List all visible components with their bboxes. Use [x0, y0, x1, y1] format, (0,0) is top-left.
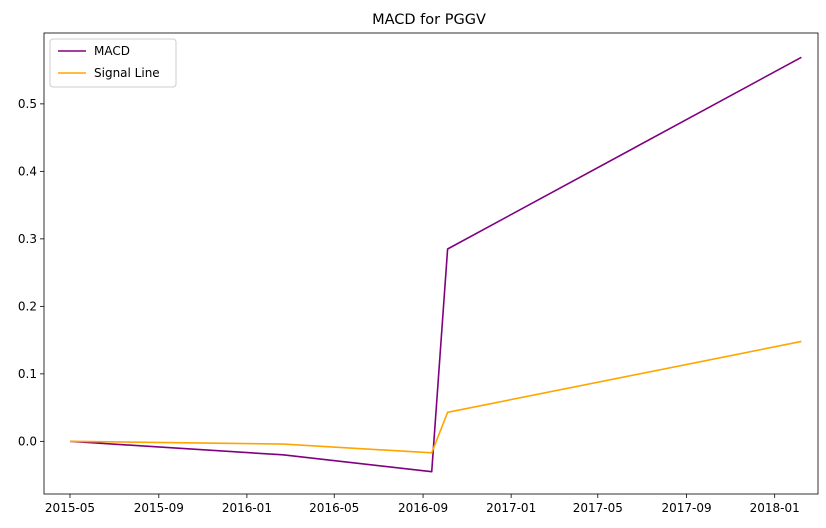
y-tick-label: 0.2	[18, 299, 37, 313]
x-tick-label: 2018-01	[750, 501, 800, 515]
x-tick-label: 2016-01	[222, 501, 272, 515]
legend-label: Signal Line	[94, 66, 160, 80]
x-tick-label: 2015-05	[45, 501, 95, 515]
x-tick-label: 2017-05	[573, 501, 623, 515]
x-tick-label: 2016-05	[309, 501, 359, 515]
series-layer	[69, 56, 802, 473]
y-tick-label: 0.3	[18, 232, 37, 246]
y-axis: 0.0 0.1 0.2 0.3 0.4 0.5	[18, 97, 44, 448]
y-tick-label: 0.5	[18, 97, 37, 111]
plot-area	[43, 32, 819, 495]
x-tick-label: 2017-09	[662, 501, 712, 515]
y-tick-label: 0.0	[18, 434, 37, 448]
series-line-macd	[69, 56, 802, 473]
plot-frame	[43, 32, 819, 495]
chart-title: MACD for PGGV	[372, 12, 486, 28]
legend: MACD Signal Line	[49, 38, 177, 88]
legend-label: MACD	[94, 44, 130, 58]
x-axis: 2015-05 2015-09 2016-01 2016-05 2016-09 2017-…	[45, 494, 800, 515]
y-tick-label: 0.4	[18, 164, 37, 178]
series-line-signal-line	[69, 340, 802, 454]
x-tick-label: 2016-09	[398, 501, 448, 515]
x-tick-label: 2015-09	[134, 501, 184, 515]
x-tick-label: 2017-01	[486, 501, 536, 515]
y-tick-label: 0.1	[18, 367, 37, 381]
